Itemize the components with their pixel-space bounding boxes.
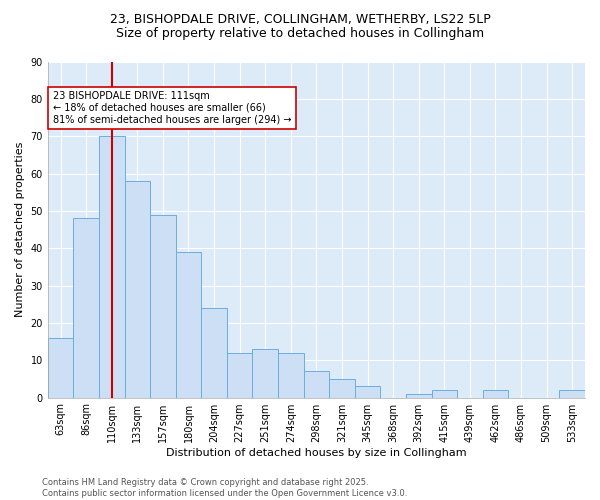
Text: 23, BISHOPDALE DRIVE, COLLINGHAM, WETHERBY, LS22 5LP: 23, BISHOPDALE DRIVE, COLLINGHAM, WETHER… xyxy=(110,12,490,26)
Bar xyxy=(559,390,585,398)
Bar xyxy=(431,390,457,398)
Text: 23 BISHOPDALE DRIVE: 111sqm
← 18% of detached houses are smaller (66)
81% of sem: 23 BISHOPDALE DRIVE: 111sqm ← 18% of det… xyxy=(53,92,292,124)
Y-axis label: Number of detached properties: Number of detached properties xyxy=(15,142,25,317)
Bar xyxy=(125,181,150,398)
Text: Contains HM Land Registry data © Crown copyright and database right 2025.
Contai: Contains HM Land Registry data © Crown c… xyxy=(42,478,407,498)
Bar xyxy=(329,379,355,398)
Bar xyxy=(227,353,253,398)
Bar xyxy=(406,394,431,398)
Text: Size of property relative to detached houses in Collingham: Size of property relative to detached ho… xyxy=(116,28,484,40)
Bar xyxy=(278,353,304,398)
Bar xyxy=(482,390,508,398)
Bar xyxy=(48,338,73,398)
Bar xyxy=(176,252,201,398)
Bar xyxy=(73,218,99,398)
Bar xyxy=(253,349,278,398)
Bar xyxy=(150,214,176,398)
Bar xyxy=(355,386,380,398)
Bar xyxy=(304,372,329,398)
Bar xyxy=(99,136,125,398)
Bar xyxy=(201,308,227,398)
X-axis label: Distribution of detached houses by size in Collingham: Distribution of detached houses by size … xyxy=(166,448,467,458)
